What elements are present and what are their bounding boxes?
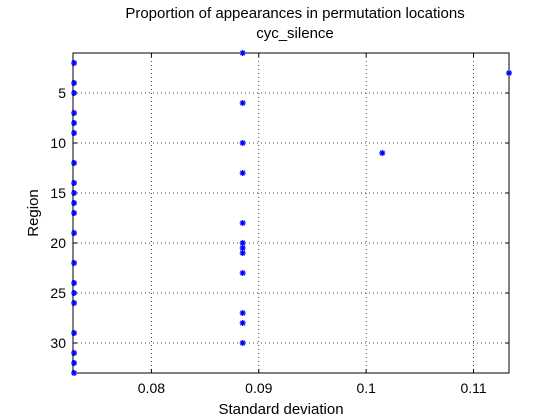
data-point xyxy=(71,130,78,136)
data-point xyxy=(239,50,246,56)
data-point xyxy=(71,180,78,186)
x-axis-label: Standard deviation xyxy=(218,401,343,418)
data-point xyxy=(506,70,512,76)
data-point xyxy=(71,60,78,66)
data-points xyxy=(71,50,512,376)
x-tick-label: 0.08 xyxy=(138,380,165,396)
data-point xyxy=(71,280,78,286)
data-point xyxy=(71,370,78,376)
data-point xyxy=(239,270,246,276)
data-point xyxy=(71,260,78,266)
data-point xyxy=(71,80,78,86)
x-tick-label: 0.09 xyxy=(245,380,272,396)
grid-lines xyxy=(73,53,509,373)
y-tick-label: 15 xyxy=(50,185,66,201)
y-tick-label: 5 xyxy=(58,85,66,101)
x-tick-label: 0.11 xyxy=(460,380,486,396)
plot-area xyxy=(73,53,509,373)
data-point xyxy=(239,140,246,146)
chart-title: Proportion of appearances in permutation… xyxy=(125,5,464,22)
data-point xyxy=(71,290,78,296)
y-tick-label: 25 xyxy=(50,285,66,301)
chart-subtitle: cyc_silence xyxy=(256,25,334,42)
data-point xyxy=(71,190,78,196)
data-point xyxy=(239,220,246,226)
data-point xyxy=(71,300,78,306)
data-point xyxy=(379,150,386,156)
data-point xyxy=(71,110,78,116)
y-tick-label: 30 xyxy=(50,335,66,351)
data-point xyxy=(71,360,78,366)
data-point xyxy=(239,250,246,256)
data-point xyxy=(71,160,78,166)
data-point xyxy=(71,90,78,96)
y-tick-label: 20 xyxy=(50,235,66,251)
data-point xyxy=(71,200,78,206)
data-point xyxy=(239,340,246,346)
data-point xyxy=(239,100,246,106)
y-axis-label: Region xyxy=(25,189,42,237)
data-point xyxy=(71,210,78,216)
data-point xyxy=(71,230,78,236)
x-tick-label: 0.1 xyxy=(356,380,376,396)
data-point xyxy=(71,350,78,356)
data-point xyxy=(71,120,78,126)
data-point xyxy=(71,330,78,336)
data-point xyxy=(239,240,246,246)
data-point xyxy=(239,170,246,176)
tick-labels: 0.08 0.09 0.1 0.11 5 10 15 20 25 30 xyxy=(50,85,486,396)
data-point xyxy=(239,310,246,316)
y-tick-label: 10 xyxy=(50,135,66,151)
axis-ticks xyxy=(73,53,509,373)
data-point xyxy=(239,320,246,326)
